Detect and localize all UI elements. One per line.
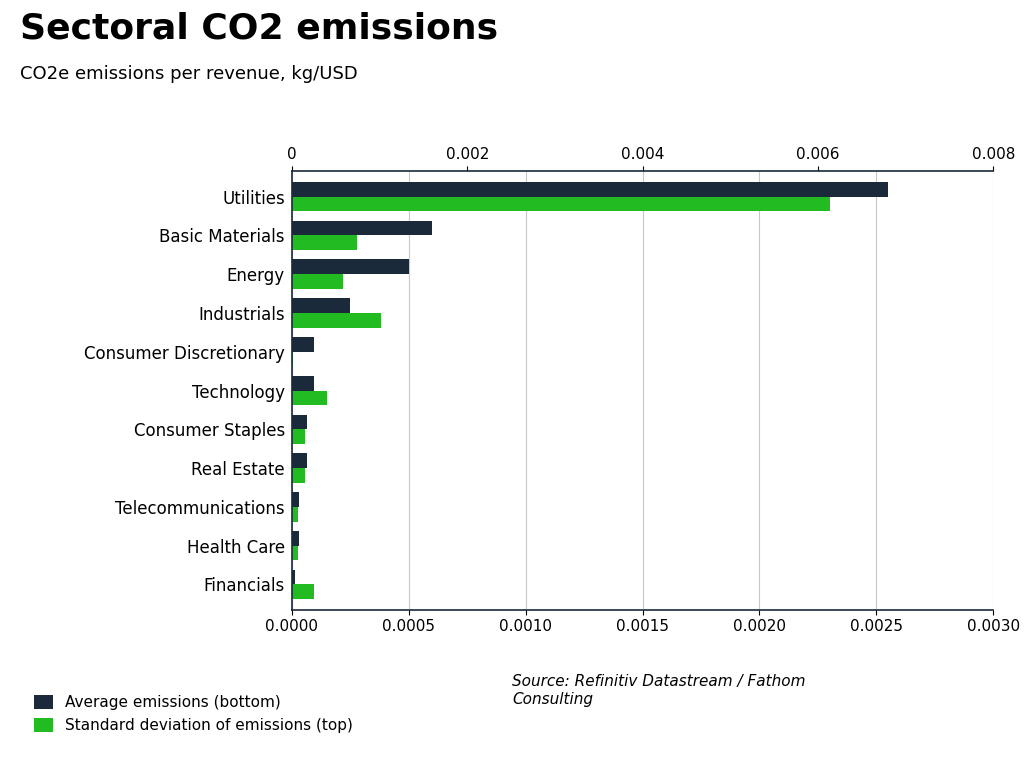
Bar [292, 235, 357, 250]
Legend: Average emissions (bottom), Standard deviation of emissions (top): Average emissions (bottom), Standard dev… [28, 689, 358, 739]
Bar [292, 298, 350, 313]
Bar [292, 453, 307, 468]
Bar [292, 313, 381, 328]
Bar [292, 197, 829, 211]
Bar [292, 492, 299, 507]
Bar [292, 391, 327, 405]
Text: Source: Refinitiv Datastream / Fathom
Consulting: Source: Refinitiv Datastream / Fathom Co… [512, 674, 806, 707]
Bar [292, 221, 432, 235]
Bar [292, 429, 305, 444]
Bar [292, 274, 343, 289]
Bar [292, 570, 295, 584]
Bar [292, 182, 888, 197]
Bar [292, 531, 299, 546]
Text: CO2e emissions per revenue, kg/USD: CO2e emissions per revenue, kg/USD [20, 65, 358, 83]
Bar [292, 260, 409, 274]
Bar [292, 468, 305, 483]
Bar [292, 507, 298, 521]
Bar [292, 352, 293, 367]
Bar [292, 584, 314, 599]
Text: Sectoral CO2 emissions: Sectoral CO2 emissions [20, 11, 499, 46]
Bar [292, 337, 314, 352]
Bar [292, 546, 298, 560]
Bar [292, 376, 314, 390]
Bar [292, 415, 307, 429]
